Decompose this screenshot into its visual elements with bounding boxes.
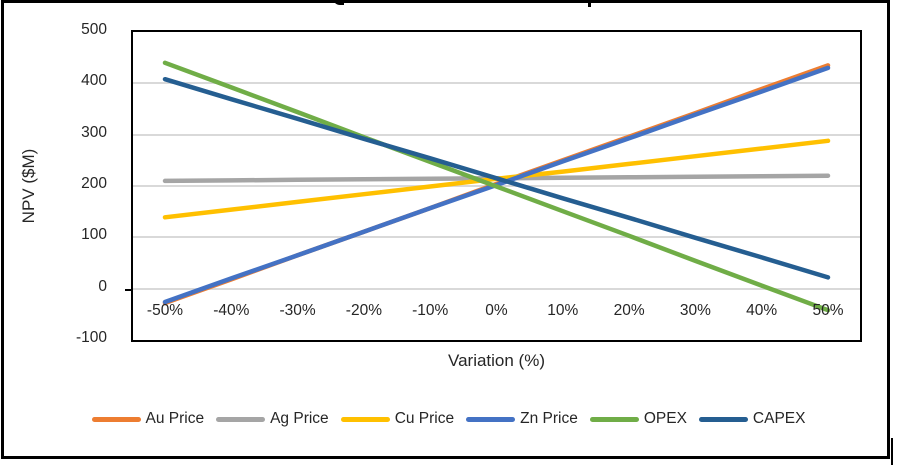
x-tick-40pct: 40% (746, 302, 778, 319)
x-tick--30pct: -30% (279, 302, 316, 319)
gridline-400 (133, 82, 860, 85)
y-tick-0: 0 (98, 277, 107, 295)
cropped-title-descender-p (588, 0, 591, 7)
x-tick--10pct: -10% (412, 302, 449, 319)
legend-item-opex: OPEX (589, 408, 687, 430)
y-axis-zero-tick (125, 289, 131, 291)
legend-item-ag-price: Ag Price (216, 408, 329, 430)
legend-label-ag-price: Ag Price (270, 410, 329, 427)
plot-area (131, 30, 862, 342)
legend-item-capex: CAPEX (698, 408, 806, 430)
legend-swatch-ag-price (216, 416, 266, 422)
text-cursor-mark (891, 438, 893, 465)
legend-label-opex: OPEX (643, 410, 687, 427)
y-tick-500: 500 (81, 21, 107, 38)
x-tick-20pct: 20% (613, 302, 645, 319)
legend: Au Price Ag Price Cu Price Zn Price OPEX CAPE… (0, 407, 897, 431)
legend-label-capex: CAPEX (752, 410, 806, 427)
legend-label-cu-price: Cu Price (394, 410, 455, 427)
legend-item-au-price: Au Price (91, 408, 205, 430)
gridline-300 (133, 133, 860, 136)
x-tick-50pct: 50% (812, 302, 844, 319)
legend-swatch-zn-price (466, 416, 516, 422)
legend-item-cu-price: Cu Price (340, 408, 455, 430)
gridline-100 (133, 236, 860, 239)
legend-swatch-au-price (91, 416, 141, 422)
series-line-opex (162, 60, 831, 313)
x-tick--50pct: -50% (146, 302, 184, 319)
legend-swatch-capex (698, 416, 748, 422)
x-tick--20pct: -20% (345, 302, 382, 319)
x-tick-30pct: 30% (679, 302, 711, 319)
x-tick-0pct: 0% (485, 302, 508, 319)
y-tick-100: 100 (81, 226, 107, 244)
y-tick-300: 300 (81, 123, 107, 141)
legend-label-zn-price: Zn Price (520, 410, 578, 427)
legend-item-zn-price: Zn Price (466, 408, 578, 430)
x-tick-10pct: 10% (547, 302, 579, 319)
cropped-title-descender-g (333, 0, 344, 5)
x-tick--40pct: -40% (213, 302, 250, 319)
series-line-capex (162, 76, 831, 280)
gridline-0 (133, 287, 860, 290)
series-lines (162, 60, 831, 313)
x-axis-title: Variation (%) (448, 351, 545, 370)
y-tick--100: -100 (75, 329, 107, 346)
legend-swatch-cu-price (340, 416, 390, 422)
legend-swatch-opex (589, 416, 639, 422)
legend-label-au-price: Au Price (145, 410, 205, 427)
y-tick-400: 400 (81, 72, 107, 90)
y-axis-title: NPV ($M) (19, 148, 38, 224)
y-tick-200: 200 (81, 175, 107, 192)
